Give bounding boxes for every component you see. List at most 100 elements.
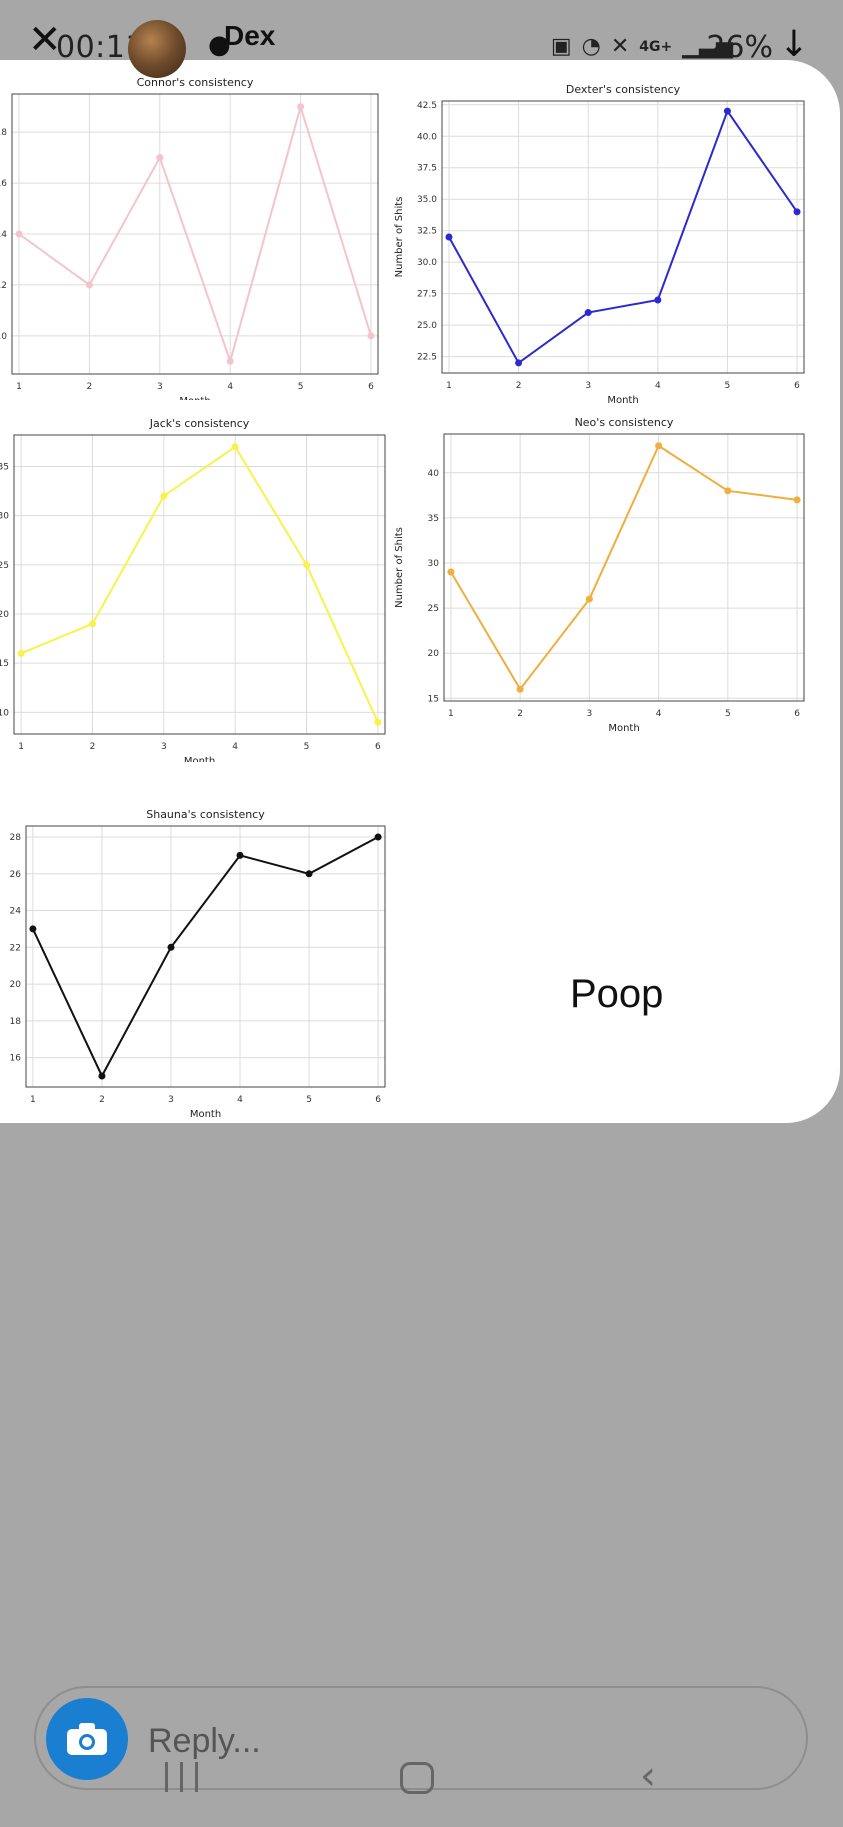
x-tick-label: 6 (375, 742, 381, 752)
sender-name[interactable]: Dex (224, 20, 275, 52)
home-icon[interactable] (400, 1762, 434, 1794)
chart-svg: Jack's consistency1 2 3 4 5 6101520253035Mont… (0, 407, 390, 762)
data-point (374, 719, 381, 726)
x-tick-label: 6 (794, 709, 800, 719)
x-tick-label: 4 (237, 1095, 243, 1105)
recent-apps-icon[interactable] (165, 1762, 199, 1792)
status-bar: 00:11 ✕ ● Dex ▣ ◔ ✕ 4G+ ▁▃▅ 26% ↓ (0, 0, 843, 60)
camera-button[interactable] (46, 1698, 128, 1780)
battery-level: 26% (706, 30, 773, 65)
data-point (167, 944, 174, 951)
x-tick-label: 1 (446, 381, 452, 391)
x-tick-label: 6 (368, 382, 374, 392)
data-point (724, 487, 731, 494)
y-tick-label: 27.5 (417, 290, 437, 300)
x-tick-label: 4 (656, 709, 662, 719)
x-tick-label: 2 (516, 381, 522, 391)
y-tick-label: 25 (0, 561, 9, 571)
plot-frame (444, 434, 804, 701)
x-tick-label: 5 (298, 382, 304, 392)
network-label: 4G+ (639, 39, 672, 55)
data-point (445, 234, 452, 241)
y-tick-label: 24 (10, 907, 22, 917)
series-line (33, 837, 378, 1076)
plot-frame (14, 435, 385, 734)
y-tick-label: 25.0 (417, 321, 437, 331)
data-point (303, 561, 310, 568)
x-axis-label: Month (608, 723, 639, 734)
x-tick-label: 3 (585, 381, 591, 391)
x-tick-label: 4 (232, 742, 238, 752)
y-tick-label: 16 (0, 179, 7, 189)
y-tick-label: 30.0 (417, 258, 437, 268)
reply-input[interactable]: Reply... (148, 1722, 261, 1761)
download-icon[interactable]: ↓ (779, 24, 809, 65)
x-tick-label: 2 (517, 709, 523, 719)
chart-neo: Neo's consistency 1 2 3 4 5 6 15 20 25 30 35 40 Month… (392, 410, 822, 740)
y-tick-label: 15 (428, 694, 439, 704)
y-tick-label: 15 (0, 659, 9, 669)
x-tick-label: 3 (157, 382, 163, 392)
x-tick-label: 1 (18, 742, 24, 752)
chart-svg: Neo's consistency1 2 3 4 5 6152025303540Month… (392, 410, 822, 740)
close-icon[interactable]: ✕ (28, 18, 72, 62)
data-point (447, 569, 454, 576)
avatar[interactable] (128, 20, 186, 78)
y-tick-label: 30 (0, 512, 9, 522)
x-tick-label: 2 (90, 742, 96, 752)
x-tick-label: 2 (87, 382, 93, 392)
y-tick-label: 40 (428, 469, 440, 479)
y-tick-label: 35.0 (417, 195, 437, 205)
story-caption: Poop (570, 972, 663, 1017)
data-point (86, 281, 93, 288)
chart-connor: Connor's consistency1234561012141618Mont… (0, 70, 390, 400)
x-tick-label: 5 (725, 709, 731, 719)
y-tick-label: 22 (10, 943, 21, 953)
data-point (586, 596, 593, 603)
alarm-icon: ◔ (582, 34, 601, 59)
x-tick-label: 6 (375, 1095, 381, 1105)
y-tick-label: 16 (10, 1054, 22, 1064)
y-tick-label: 20 (10, 980, 22, 990)
y-tick-label: 22.5 (417, 353, 437, 363)
story-image: Connor's consistency1234561012141618Mont… (0, 60, 840, 1123)
chart-dexter: Dexter's consistency 1 2 3 4 5 6 22.5 25.0 27.5 30… (392, 75, 822, 405)
plot-frame (26, 826, 385, 1087)
x-axis-label: Month (179, 396, 210, 400)
data-point (297, 103, 304, 110)
x-axis-label: Month (190, 1109, 221, 1120)
data-point (16, 231, 23, 238)
y-tick-label: 26 (10, 870, 22, 880)
data-point (29, 925, 36, 932)
chart-title: Neo's consistency (575, 416, 674, 429)
data-point (517, 686, 524, 693)
lock-icon: ▣ (551, 34, 572, 59)
y-tick-label: 18 (0, 128, 7, 138)
x-tick-label: 3 (587, 709, 593, 719)
series-line (21, 447, 378, 722)
data-point (18, 650, 25, 657)
x-tick-label: 5 (306, 1095, 312, 1105)
x-tick-label: 5 (304, 742, 310, 752)
data-point (724, 108, 731, 115)
chart-svg: Connor's consistency1234561012141618Mont… (0, 70, 390, 400)
data-point (794, 208, 801, 215)
y-tick-label: 20 (0, 610, 9, 620)
y-tick-label: 18 (10, 1017, 22, 1027)
x-tick-label: 2 (99, 1095, 105, 1105)
y-tick-label: 12 (0, 281, 7, 291)
x-tick-label: 4 (227, 382, 233, 392)
data-point (515, 359, 522, 366)
x-axis-label: Month (607, 395, 638, 405)
x-tick-label: 3 (161, 742, 167, 752)
chart-svg: Dexter's consistency1 2 3 4 5 622.525.027.530… (392, 75, 822, 405)
chart-title: Dexter's consistency (566, 83, 681, 96)
camera-icon (65, 1721, 109, 1757)
y-axis-label: Number of Shits (394, 197, 405, 278)
x-tick-label: 1 (16, 382, 22, 392)
y-tick-label: 35 (0, 462, 9, 472)
back-icon[interactable]: ‹ (640, 1756, 656, 1796)
data-point (375, 834, 382, 841)
x-tick-label: 1 (30, 1095, 36, 1105)
data-point (306, 870, 313, 877)
